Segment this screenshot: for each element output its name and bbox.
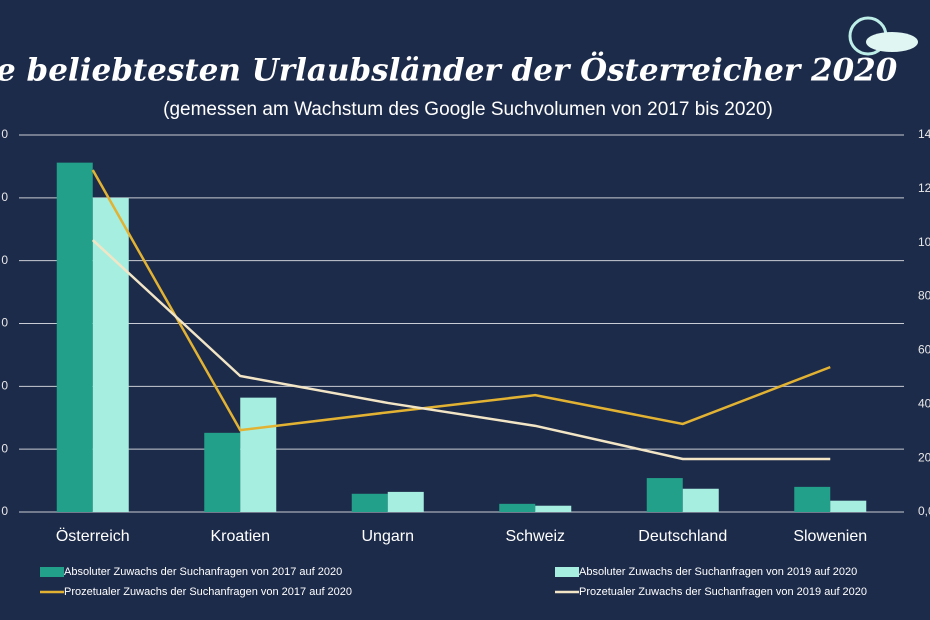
- legend-label: Prozetualer Zuwachs der Suchanfragen von…: [579, 586, 867, 598]
- x-tick-label: Kroatien: [210, 528, 270, 545]
- bar: [682, 488, 719, 512]
- y2-tick-label: 60: [918, 343, 930, 357]
- y2-tick-label: 40: [918, 396, 930, 410]
- legend-swatch: [555, 567, 579, 577]
- legend-label: Absoluter Zuwachs der Suchanfragen von 2…: [579, 566, 857, 578]
- legend-swatch: [40, 567, 64, 577]
- line-series: [91, 169, 831, 432]
- bar: [794, 486, 831, 512]
- x-tick-label: Ungarn: [362, 528, 414, 545]
- y2-tick-label: 20: [918, 450, 930, 464]
- y-tick-label: 0: [1, 253, 8, 267]
- x-tick-label: Österreich: [56, 527, 130, 545]
- bar: [204, 432, 241, 512]
- y-tick-label: 0: [1, 127, 8, 141]
- y2-tick-label: 14: [918, 127, 930, 141]
- y-tick-label: 0: [1, 504, 8, 518]
- legend-label: Prozetualer Zuwachs der Suchanfragen von…: [64, 586, 352, 598]
- x-tick-label: Slowenien: [793, 528, 867, 545]
- x-tick-label: Schweiz: [505, 528, 565, 545]
- chart-subtitle: (gemessen am Wachstum des Google Suchvol…: [163, 99, 773, 120]
- chart-title: e beliebtesten Urlaubsländer der Österre…: [0, 50, 898, 89]
- x-tick-label: Deutschland: [638, 528, 727, 545]
- bar: [240, 397, 277, 512]
- y2-tick-label: 12: [918, 181, 930, 195]
- bar: [499, 503, 536, 512]
- y2-tick-label: 0,0: [918, 504, 930, 518]
- y2-tick-label: 80: [918, 289, 930, 303]
- bar: [646, 478, 683, 512]
- line-series: [91, 239, 831, 461]
- y-tick-label: 0: [1, 441, 8, 455]
- bar: [535, 505, 572, 512]
- y-tick-label: 0: [1, 316, 8, 330]
- bar: [830, 500, 867, 512]
- y-tick-label: 0: [1, 190, 8, 204]
- legend-label: Absoluter Zuwachs der Suchanfragen von 2…: [64, 566, 342, 578]
- sun-icon: [848, 16, 918, 56]
- bar: [56, 162, 93, 512]
- bar: [387, 491, 424, 512]
- y2-tick-label: 10: [918, 235, 930, 249]
- y-tick-label: 0: [1, 379, 8, 393]
- bar: [92, 197, 129, 513]
- bar: [351, 493, 388, 512]
